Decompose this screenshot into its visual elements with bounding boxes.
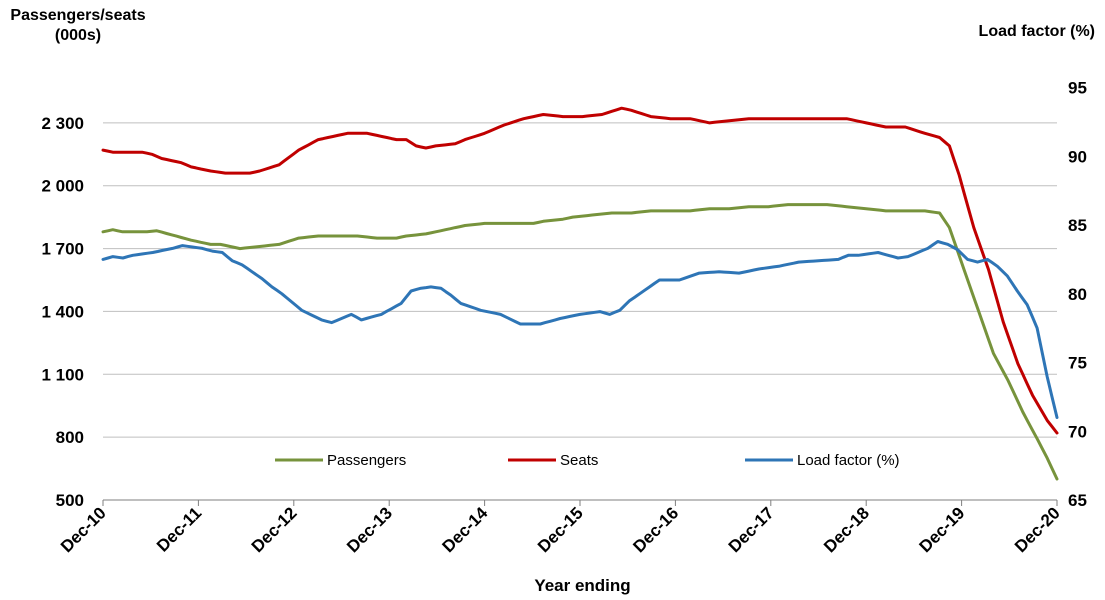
legend-label: Load factor (%) bbox=[797, 452, 900, 469]
right-y-axis-title: Load factor (%) bbox=[978, 23, 1095, 40]
right-y-tick-label: 75 bbox=[1068, 354, 1087, 373]
x-axis bbox=[102, 499, 1058, 506]
legend-label: Seats bbox=[560, 452, 598, 469]
x-tick-label: Dec-15 bbox=[534, 503, 587, 556]
right-y-axis-tick-labels: 65 70 75 80 85 90 95 bbox=[1068, 79, 1087, 511]
left-y-tick-label: 1 700 bbox=[41, 240, 84, 259]
legend: Passengers Seats Load factor (%) bbox=[275, 452, 900, 469]
left-y-tick-label: 2 000 bbox=[41, 177, 84, 196]
x-axis-title: Year ending bbox=[534, 576, 631, 595]
x-tick-label: Dec-19 bbox=[916, 503, 969, 556]
left-y-axis-tick-labels: 500 800 1 100 1 400 1 700 2 000 2 300 bbox=[41, 114, 84, 510]
right-y-tick-label: 85 bbox=[1068, 216, 1087, 235]
left-y-tick-label: 800 bbox=[56, 428, 84, 447]
left-y-tick-label: 2 300 bbox=[41, 114, 84, 133]
series-line-seats bbox=[101, 106, 1059, 435]
left-y-tick-label: 1 100 bbox=[41, 365, 84, 384]
left-y-axis-title: Passengers/seats (000s) bbox=[10, 7, 146, 44]
right-y-tick-label: 80 bbox=[1068, 285, 1087, 304]
x-tick-label: Dec-18 bbox=[820, 503, 873, 556]
gridlines bbox=[103, 122, 1057, 438]
right-y-tick-label: 90 bbox=[1068, 147, 1087, 166]
x-tick-label: Dec-12 bbox=[248, 503, 301, 556]
left-y-tick-label: 500 bbox=[56, 491, 84, 510]
right-y-tick-label: 70 bbox=[1068, 422, 1087, 441]
series-lines bbox=[101, 106, 1059, 481]
x-tick-label: Dec-13 bbox=[343, 503, 396, 556]
x-tick-label: Dec-20 bbox=[1011, 503, 1064, 556]
left-y-tick-label: 1 400 bbox=[41, 302, 84, 321]
right-y-tick-label: 95 bbox=[1068, 79, 1087, 98]
x-tick-label: Dec-10 bbox=[57, 503, 110, 556]
series-line-passengers bbox=[101, 203, 1059, 481]
x-tick-label: Dec-11 bbox=[153, 503, 205, 555]
legend-label: Passengers bbox=[327, 452, 406, 469]
right-y-tick-label: 65 bbox=[1068, 491, 1087, 510]
series-line-load-factor bbox=[101, 240, 1059, 419]
x-tick-label: Dec-17 bbox=[725, 503, 778, 556]
x-tick-label: Dec-14 bbox=[439, 503, 492, 556]
x-tick-label: Dec-16 bbox=[629, 503, 682, 556]
x-axis-tick-labels: Dec-10 Dec-11 Dec-12 Dec-13 Dec-14 Dec-15 Dec-… bbox=[57, 503, 1064, 556]
